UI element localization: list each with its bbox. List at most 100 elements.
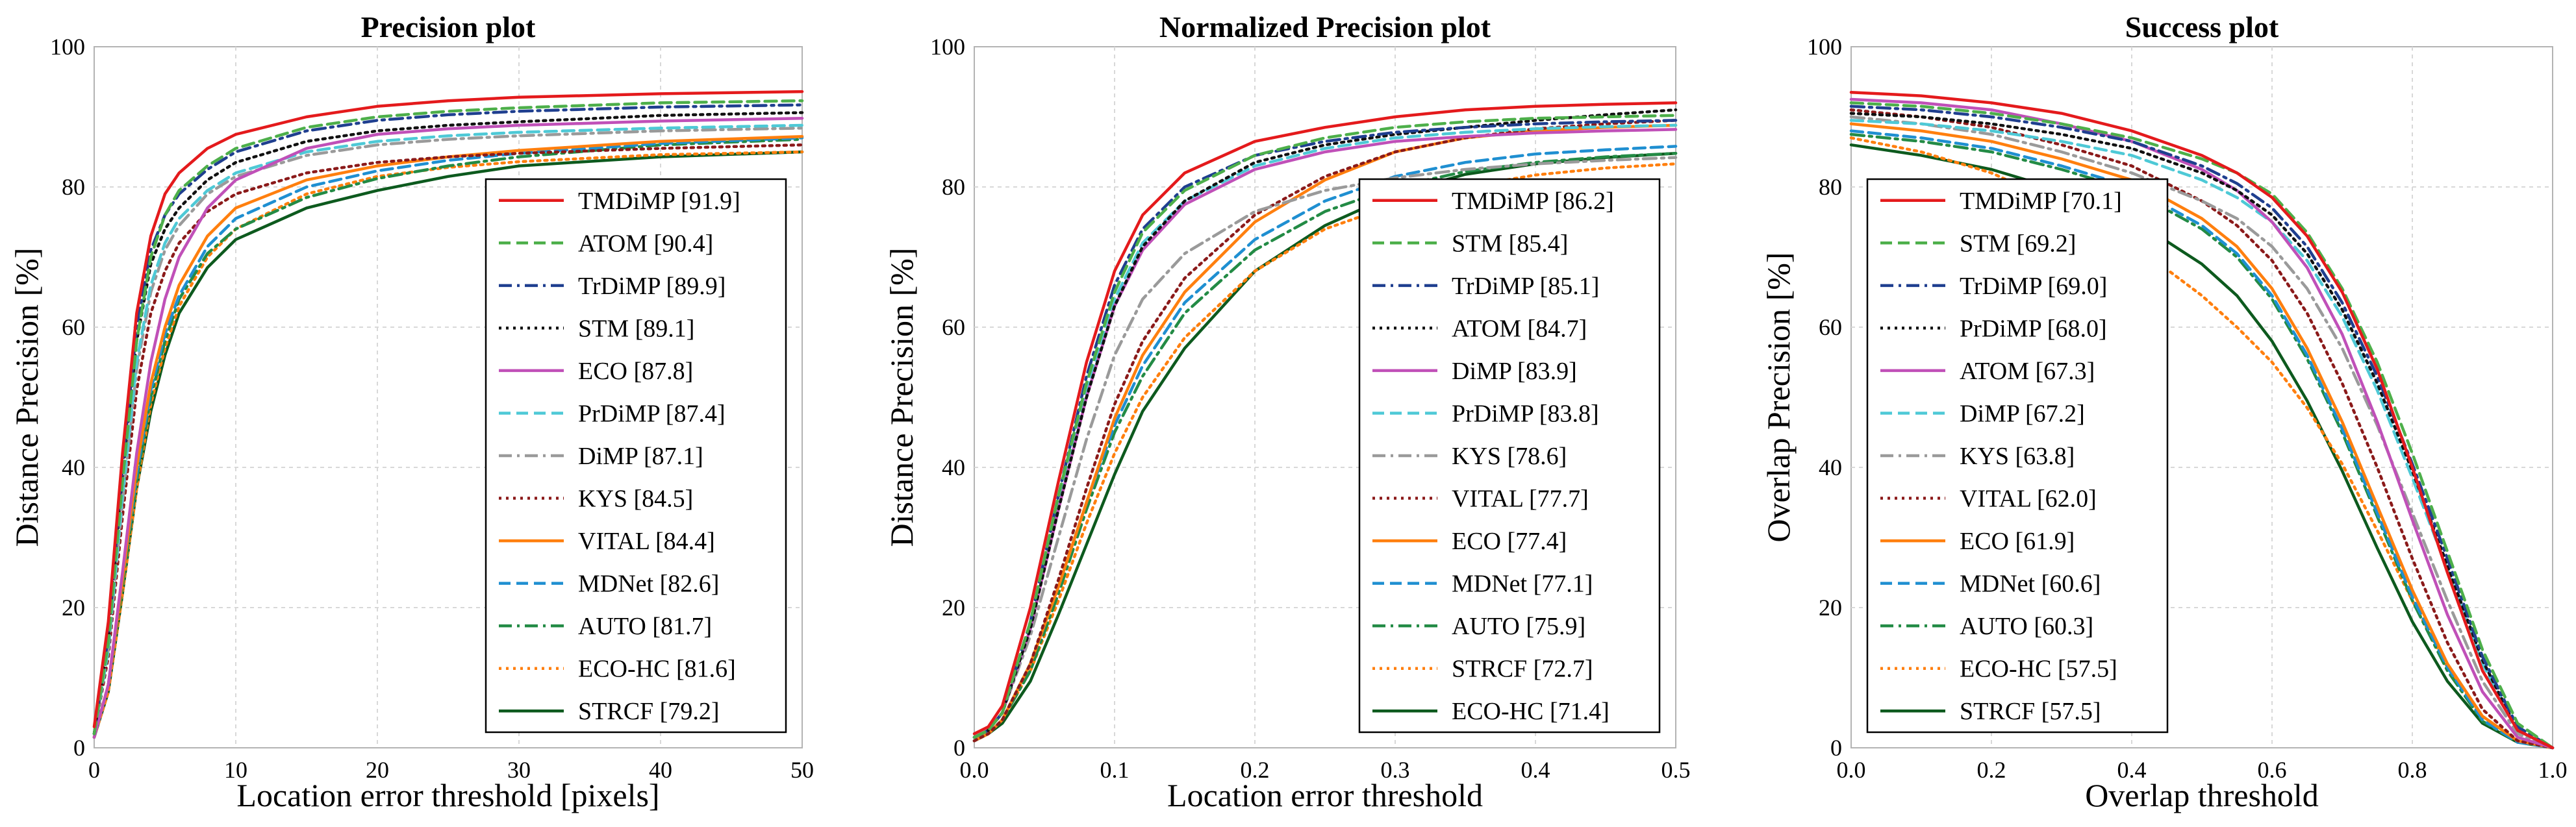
legend-label: ECO-HC [81.6]	[578, 656, 736, 683]
legend-label: AUTO [81.7]	[578, 613, 712, 640]
x-tick-label: 10	[224, 757, 247, 783]
legend-label: STM [89.1]	[578, 315, 694, 342]
series-line	[92, 123, 804, 735]
chart-title-2: Normalized Precision plot	[1159, 10, 1491, 43]
y-tick-label: 60	[1819, 314, 1842, 340]
x-tick-label: 0.4	[2117, 757, 2147, 783]
series-line	[92, 143, 804, 735]
y-tick-label: 80	[62, 174, 85, 200]
series-line	[92, 127, 804, 735]
legend-label: PrDiMP [87.4]	[578, 400, 726, 427]
y-tick-label: 60	[942, 314, 965, 340]
x-tick-label: 20	[366, 757, 389, 783]
legend-label: VITAL [62.0]	[1960, 486, 2097, 513]
legend-label: ECO-HC [57.5]	[1960, 656, 2117, 683]
legend-1: TMDiMP [91.9] ATOM [90.4] TrDiMP [89.9] STM…	[485, 178, 787, 734]
series-line	[972, 114, 1678, 739]
legend-label: KYS [63.8]	[1960, 443, 2075, 470]
chart-title-3: Success plot	[2125, 10, 2279, 43]
y-axis-label-2: Distance Precision [%]	[883, 248, 920, 547]
legend-label: MDNet [77.1]	[1452, 571, 1593, 598]
legend-label: TrDiMP [85.1]	[1452, 273, 1599, 300]
legend-label: AUTO [75.9]	[1452, 613, 1585, 640]
legend-label: MDNet [60.6]	[1960, 571, 2101, 598]
legend-label: STM [69.2]	[1960, 230, 2076, 257]
series-line	[1849, 115, 2555, 750]
series-line	[1849, 136, 2555, 750]
series-line	[92, 90, 804, 728]
x-tick-label: 0.5	[1661, 757, 1691, 783]
legend-label: PrDiMP [68.0]	[1960, 315, 2107, 342]
legend-label: KYS [84.5]	[578, 486, 693, 513]
series-line	[1849, 105, 2555, 750]
legend-label: TMDiMP [86.2]	[1452, 188, 1614, 215]
legend-3: TMDiMP [70.1] STM [69.2] TrDiMP [69.0] PrDi…	[1866, 178, 2169, 734]
legend-label: STRCF [57.5]	[1960, 698, 2101, 725]
legend-2: TMDiMP [86.2] STM [85.4] TrDiMP [85.1] ATOM…	[1358, 178, 1661, 734]
legend-label: STRCF [79.2]	[578, 698, 719, 725]
legend-label: VITAL [77.7]	[1452, 486, 1589, 513]
series-line	[972, 151, 1678, 743]
y-axis-label-3: Overlap Precision [%]	[1760, 252, 1797, 542]
legend-label: MDNet [82.6]	[578, 571, 719, 598]
x-tick-label: 0.2	[1241, 757, 1270, 783]
x-tick-label: 0.3	[1381, 757, 1410, 783]
series-lines-2	[972, 101, 1678, 743]
legend-label: DiMP [67.2]	[1960, 400, 2085, 427]
legend-label: TMDiMP [70.1]	[1960, 188, 2122, 215]
legend-label: ECO [61.9]	[1960, 528, 2075, 555]
legend-label: PrDiMP [83.8]	[1452, 400, 1599, 427]
legend-label: STM [85.4]	[1452, 230, 1568, 257]
y-tick-label: 0	[1830, 735, 1842, 761]
tick-labels-1: 0 10 20 30 40 50 0 20 40 60 80 100	[50, 34, 814, 783]
x-axis-label-3: Overlap threshold	[2085, 777, 2319, 813]
y-tick-label: 60	[62, 314, 85, 340]
y-tick-label: 100	[1807, 34, 1842, 60]
y-tick-label: 40	[62, 454, 85, 480]
legend-label: DiMP [83.9]	[1452, 358, 1577, 385]
legend-label: DiMP [87.1]	[578, 443, 703, 470]
y-tick-label: 0	[953, 735, 965, 761]
tick-labels-2: 0.0 0.1 0.2 0.3 0.4 0.5 0 20 40 60 80 100	[930, 34, 1691, 783]
x-tick-label: 0.0	[1837, 757, 1866, 783]
series-line	[972, 119, 1678, 739]
y-tick-label: 80	[942, 174, 965, 200]
series-line	[972, 101, 1678, 735]
tick-labels-3: 0.0 0.2 0.4 0.6 0.8 1.0 0 20 40 60 80 100	[1807, 34, 2568, 783]
series-line	[1849, 129, 2555, 750]
legend-label: ATOM [84.7]	[1452, 315, 1587, 342]
panel-precision-plot: 0 10 20 30 40 50 0 20 40 60 80 100 Precision plot L…	[8, 10, 814, 813]
x-tick-label: 0.1	[1100, 757, 1130, 783]
x-tick-label: 0.8	[2398, 757, 2427, 783]
chart-title-1: Precision plot	[361, 10, 536, 43]
legend-label: ATOM [67.3]	[1960, 358, 2095, 385]
legend-label: ECO-HC [71.4]	[1452, 698, 1610, 725]
series-line	[1849, 101, 2555, 750]
legend-label: TrDiMP [89.9]	[578, 273, 726, 300]
x-tick-label: 50	[790, 757, 814, 783]
series-lines-1	[92, 90, 804, 739]
x-tick-label: 40	[649, 757, 672, 783]
y-tick-label: 20	[62, 595, 85, 621]
series-line	[972, 145, 1678, 743]
x-tick-label: 0	[88, 757, 100, 783]
y-tick-label: 20	[1819, 595, 1842, 621]
x-axis-label-2: Location error threshold	[1167, 777, 1483, 813]
x-tick-label: 1.0	[2538, 757, 2568, 783]
legend-label: STRCF [72.7]	[1452, 656, 1593, 683]
x-tick-label: 0.2	[1977, 757, 2006, 783]
y-tick-label: 100	[50, 34, 85, 60]
y-tick-label: 40	[1819, 454, 1842, 480]
series-line	[1849, 97, 2555, 750]
x-tick-label: 30	[507, 757, 531, 783]
legend-label: TMDiMP [91.9]	[578, 188, 740, 215]
series-lines-3	[1849, 90, 2555, 750]
x-tick-label: 0.0	[960, 757, 989, 783]
x-tick-label: 0.6	[2258, 757, 2287, 783]
series-line	[1849, 112, 2555, 750]
y-tick-label: 100	[930, 34, 965, 60]
series-line	[1849, 90, 2555, 750]
legend-label: ECO [87.8]	[578, 358, 693, 385]
